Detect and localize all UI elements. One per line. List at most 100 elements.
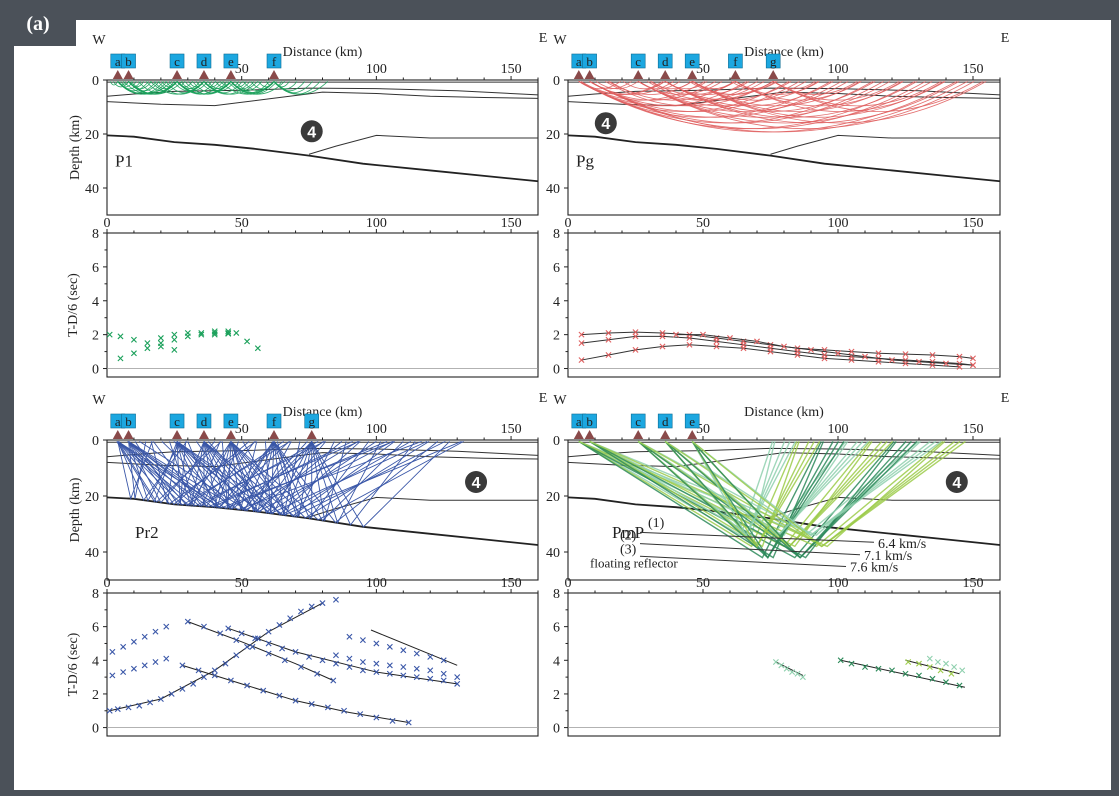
station-marker <box>112 430 123 439</box>
station-label: e <box>689 54 695 69</box>
ray-path <box>230 441 275 514</box>
station-marker <box>573 70 584 79</box>
station-label: f <box>733 54 738 69</box>
pick-marker <box>686 341 693 348</box>
ray-path <box>117 441 188 502</box>
ray-path <box>273 441 404 522</box>
x-tick-label: 100 <box>366 422 387 437</box>
pick-marker <box>970 355 976 362</box>
station-marker <box>306 430 317 439</box>
pick-marker <box>875 358 882 365</box>
ray-path <box>276 441 313 518</box>
pick-marker <box>916 672 922 679</box>
ray-path <box>589 440 776 537</box>
pick-marker <box>400 647 407 654</box>
pick-marker <box>794 670 801 677</box>
station-label: c <box>174 414 180 429</box>
pick-marker <box>789 669 796 676</box>
ray-path <box>230 441 430 519</box>
station-label: c <box>635 414 641 429</box>
pick-marker <box>959 667 966 674</box>
ray-path <box>176 81 232 95</box>
pick-marker <box>211 331 218 338</box>
pick-marker <box>359 637 366 644</box>
pick-marker <box>211 667 218 674</box>
station-label: a <box>115 54 121 69</box>
annotation-velocity-1: 6.4 km/s <box>878 537 926 552</box>
pick-marker <box>713 338 720 345</box>
pick-marker <box>916 358 922 365</box>
direction-east: E <box>539 391 548 406</box>
pick-marker <box>386 670 393 677</box>
x-tick-label: 100 <box>366 576 387 591</box>
station-label: b <box>125 414 132 429</box>
pick-marker <box>200 674 207 681</box>
pick-marker <box>956 353 963 360</box>
pick-marker <box>889 357 895 364</box>
pick-marker <box>427 675 434 682</box>
ray-path <box>128 440 422 511</box>
x-tick-label: 100 <box>366 216 387 231</box>
station-label: d <box>201 54 208 69</box>
station-label: e <box>228 54 234 69</box>
pick-marker <box>862 353 868 360</box>
ray-path <box>589 440 946 548</box>
pick-marker <box>767 348 774 355</box>
y-tick-label: 4 <box>92 295 99 310</box>
pick-marker <box>117 333 124 340</box>
pick-marker <box>578 340 585 347</box>
ray-path <box>578 440 774 537</box>
direction-west: W <box>553 393 567 408</box>
station-marker <box>660 430 671 439</box>
x-tick-label: 150 <box>963 216 984 231</box>
y-tick-label: 2 <box>553 688 560 703</box>
layer-boundary <box>106 134 539 183</box>
body-marker <box>594 112 617 135</box>
y-tick-label: 6 <box>92 621 99 636</box>
direction-west: W <box>92 33 106 48</box>
pick-marker <box>413 650 420 657</box>
pick-marker <box>926 655 933 662</box>
ray-paths <box>578 440 966 559</box>
pick-marker <box>292 648 299 655</box>
annotation-reflector-2: (2) <box>620 528 637 543</box>
pick-marker <box>862 664 868 671</box>
body-marker-label: 4 <box>601 116 610 133</box>
annotation-velocity-2: 7.1 km/s <box>864 549 912 564</box>
y-tick-label: 0 <box>92 434 99 449</box>
station-marker <box>225 430 236 439</box>
pick-marker <box>373 640 380 647</box>
y-tick-label: 20 <box>546 128 560 143</box>
pick-marker <box>319 657 326 664</box>
x-tick-label: 150 <box>501 576 522 591</box>
pick-marker <box>875 350 882 357</box>
station-label: c <box>174 54 180 69</box>
pick-marker <box>359 667 366 674</box>
pick-marker <box>244 338 251 345</box>
pick-marker <box>332 660 339 667</box>
pick-marker <box>114 706 121 713</box>
ray-path <box>196 441 275 512</box>
station-marker <box>633 70 644 79</box>
pick-marker <box>632 333 639 340</box>
y-tick-label: 8 <box>553 587 560 602</box>
ray-path <box>595 81 639 90</box>
pick-marker <box>605 336 612 343</box>
station-box <box>684 53 700 69</box>
pick-marker <box>605 351 612 358</box>
pick-marker <box>454 674 461 681</box>
pick-marker <box>386 662 393 669</box>
ray-paths <box>578 80 987 133</box>
x-tick-label: 100 <box>828 576 849 591</box>
reflector-line <box>639 543 861 556</box>
pick-marker <box>781 343 787 350</box>
pick-marker <box>916 660 922 667</box>
pick-marker <box>130 350 137 357</box>
pick-marker <box>171 346 178 353</box>
y-tick-label: 0 <box>92 74 99 89</box>
station-box <box>223 413 239 429</box>
panel-title: PmP <box>612 523 644 542</box>
ray-path <box>152 441 232 508</box>
